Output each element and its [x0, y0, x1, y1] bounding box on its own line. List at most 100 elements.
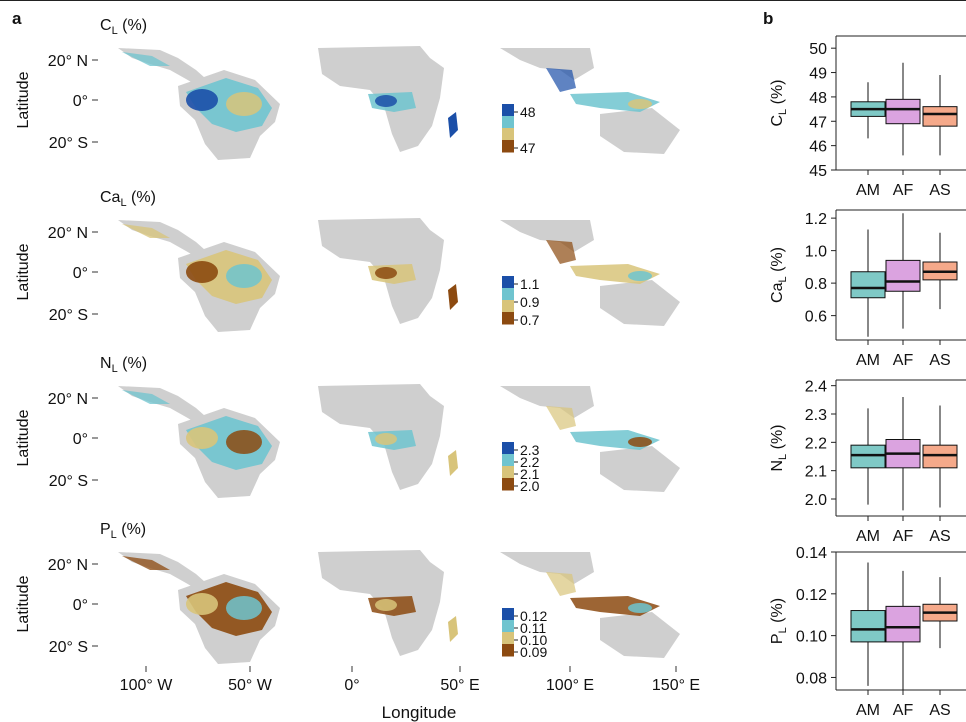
amazon-east-patch [226, 596, 262, 620]
colorbar-tick-label: 2.0 [520, 478, 540, 494]
x-tick-label: AS [929, 702, 950, 719]
boxplot-p: 0.08 0.10 0.12 0.14 PL (%) AM AF AS [769, 545, 966, 719]
ylabel-var: C [769, 115, 786, 127]
x-tick-label: AM [856, 182, 880, 199]
ylabel-unit: (%) [769, 598, 786, 627]
asia-map [500, 48, 680, 154]
mainland-asia-land [500, 386, 594, 418]
y-tick-label: 45 [809, 163, 827, 180]
colorbar-tick-label: 1.1 [520, 276, 540, 292]
ylabel-unit: (%) [769, 79, 786, 108]
box-as [922, 444, 958, 469]
lat-tick-label: 20° S [49, 639, 88, 656]
asia-map [500, 220, 680, 326]
title-unit: (%) [117, 521, 146, 538]
colorbar-segment [502, 442, 514, 455]
colorbar-segment [502, 288, 514, 301]
amazon-east-patch [226, 264, 262, 288]
map-title-p: PL (%) [100, 521, 146, 541]
boxplot-ca: 0.6 0.8 1.0 1.2 CaL (%) AM AF AS [769, 209, 966, 369]
ylabel-var: P [769, 633, 786, 644]
box-af [885, 259, 921, 292]
title-sub: L [112, 363, 118, 375]
central-america-field [122, 556, 170, 570]
y-axis-label: CL (%) [769, 79, 789, 126]
colorbar-segment [502, 140, 514, 153]
lon-tick-label: 50° W [228, 677, 273, 694]
title-unit: (%) [118, 355, 147, 372]
amazon-west-patch [186, 593, 218, 615]
y-tick-label: 2.0 [805, 492, 827, 509]
amazon-east-patch [226, 92, 262, 116]
colorbar-tick-label: 47 [520, 140, 536, 156]
box-am [850, 610, 886, 643]
lat-tick-label: 20° N [48, 391, 88, 408]
ylabel-var: Ca [769, 282, 786, 303]
colorbar-tick-label: 2.2 [520, 454, 540, 470]
boxplot-n: 2.0 2.1 2.2 2.3 2.4 NL (%) AM AF AS [769, 379, 966, 545]
x-tick-label: AM [856, 528, 880, 545]
lon-tick-label: 50° E [440, 677, 479, 694]
ylabel-sub: L [777, 276, 789, 282]
lon-tick-label: 150° E [652, 677, 700, 694]
colorbar-segment [502, 608, 514, 621]
panel-b-label: b [763, 9, 773, 28]
colorbar-segment [502, 104, 514, 117]
lat-tick-label: 0° [73, 597, 88, 614]
ylabel-unit: (%) [769, 247, 786, 276]
colorbar-segment [502, 644, 514, 657]
y-tick-label: 0.10 [796, 629, 827, 646]
americas-map [118, 48, 280, 160]
colorbar-tick-label: 2.3 [520, 442, 540, 458]
y-tick-label: 0.8 [805, 276, 827, 293]
box-af [885, 605, 921, 643]
latitude-axis-label: Latitude [15, 71, 32, 128]
colorbar-segment [502, 620, 514, 633]
colorbar-segment [502, 128, 514, 141]
americas-map [118, 386, 280, 498]
title-var: N [100, 355, 112, 372]
title-var: P [100, 521, 111, 538]
y-axis-label: NL (%) [769, 424, 789, 471]
central-america-field [122, 52, 170, 66]
americas-map [118, 552, 280, 664]
colorbar-tick-label: 48 [520, 104, 536, 120]
madagascar [448, 284, 458, 310]
title-sub: L [111, 529, 117, 541]
y-tick-label: 47 [809, 114, 827, 131]
title-unit: (%) [118, 17, 147, 34]
amazon-east-patch [226, 430, 262, 454]
title-var: C [100, 17, 112, 34]
ylabel-sub: L [777, 109, 789, 115]
lat-tick-label: 20° N [48, 557, 88, 574]
madagascar [448, 450, 458, 476]
map-title-c: CL (%) [100, 17, 147, 37]
y-tick-label: 2.2 [805, 435, 827, 452]
latitude-axis-label: Latitude [15, 575, 32, 632]
colorbar-tick-label: 0.9 [520, 294, 540, 310]
congo-patch [375, 95, 397, 107]
lat-tick-label: 0° [73, 431, 88, 448]
x-tick-label: AS [929, 182, 950, 199]
panel-a-label: a [12, 9, 22, 28]
australia-land [600, 446, 680, 492]
box-as [922, 106, 958, 127]
ylabel-unit: (%) [769, 424, 786, 453]
x-tick-label: AS [929, 528, 950, 545]
africa-map [318, 550, 458, 656]
asia-map [500, 552, 680, 658]
southeast-asia-field [546, 572, 576, 596]
ylabel-sub: L [777, 454, 789, 460]
title-sub: L [112, 25, 118, 37]
africa-map [318, 46, 458, 152]
southeast-asia-field [546, 406, 576, 430]
map-title-n: NL (%) [100, 355, 147, 375]
ylabel-var: N [769, 460, 786, 472]
mainland-asia-land [500, 552, 594, 584]
australia-land [600, 108, 680, 154]
y-tick-label: 2.3 [805, 407, 827, 424]
lon-tick-label: 100° E [546, 677, 594, 694]
new-guinea-patch [628, 603, 652, 613]
title-unit: (%) [127, 189, 156, 206]
